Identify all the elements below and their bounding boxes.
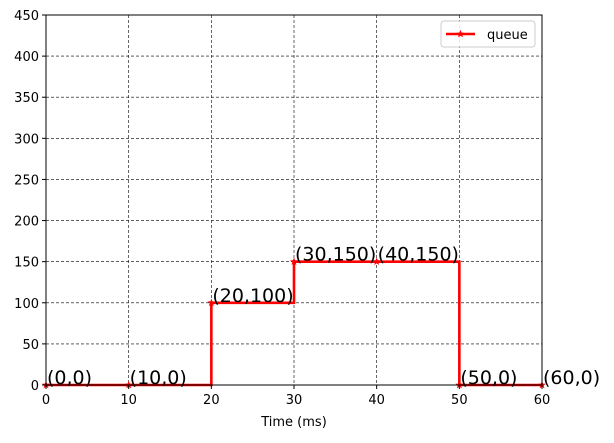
point-annotation: (0,0) — [47, 367, 92, 389]
x-tick-label: 0 — [42, 393, 50, 408]
legend-marker-icon — [456, 29, 465, 38]
legend-label-queue: queue — [487, 28, 528, 43]
y-tick-label: 0 — [31, 379, 39, 394]
point-annotation: (60,0) — [543, 367, 600, 389]
y-tick-label: 400 — [14, 50, 39, 65]
y-tick-label: 250 — [14, 173, 39, 188]
x-axis-title: Time (ms) — [260, 415, 327, 430]
legend-marker-slot — [456, 29, 465, 38]
legend: queue — [440, 20, 536, 48]
y-tick-label: 50 — [22, 338, 39, 353]
data-point-marker — [207, 298, 216, 307]
data-point-marker — [372, 257, 381, 266]
annotation-layer: (0,0) (10,0) (20,100)(30,150) (40,150) (50,0… — [47, 244, 600, 389]
x-tick-label: 60 — [534, 393, 551, 408]
x-tick-label: 50 — [451, 393, 468, 408]
y-tick-label: 100 — [14, 297, 39, 312]
x-tick-label: 40 — [368, 393, 385, 408]
x-tick-label: 10 — [120, 393, 137, 408]
y-tick-label: 350 — [14, 91, 39, 106]
point-annotation: (20,100) — [212, 285, 293, 307]
point-annotation: (50,0) — [460, 367, 517, 389]
axis-ticks: 0 10 20 30 40 50 60 0 50 100 150 200 250 300 350 400 450 — [14, 9, 550, 408]
x-tick-label: 30 — [286, 393, 303, 408]
data-point-marker — [290, 257, 298, 266]
point-annotation: (10,0) — [130, 367, 187, 389]
point-annotation: (30,150) — [295, 244, 376, 266]
y-tick-label: 150 — [14, 256, 39, 271]
legend-box — [440, 20, 536, 48]
y-tick-label: 450 — [14, 9, 39, 24]
y-tick-label: 300 — [14, 132, 39, 147]
grid-lines — [46, 15, 542, 385]
y-tick-label: 200 — [14, 215, 39, 230]
point-annotation: (40,150) — [378, 244, 459, 266]
x-tick-label: 20 — [203, 393, 220, 408]
